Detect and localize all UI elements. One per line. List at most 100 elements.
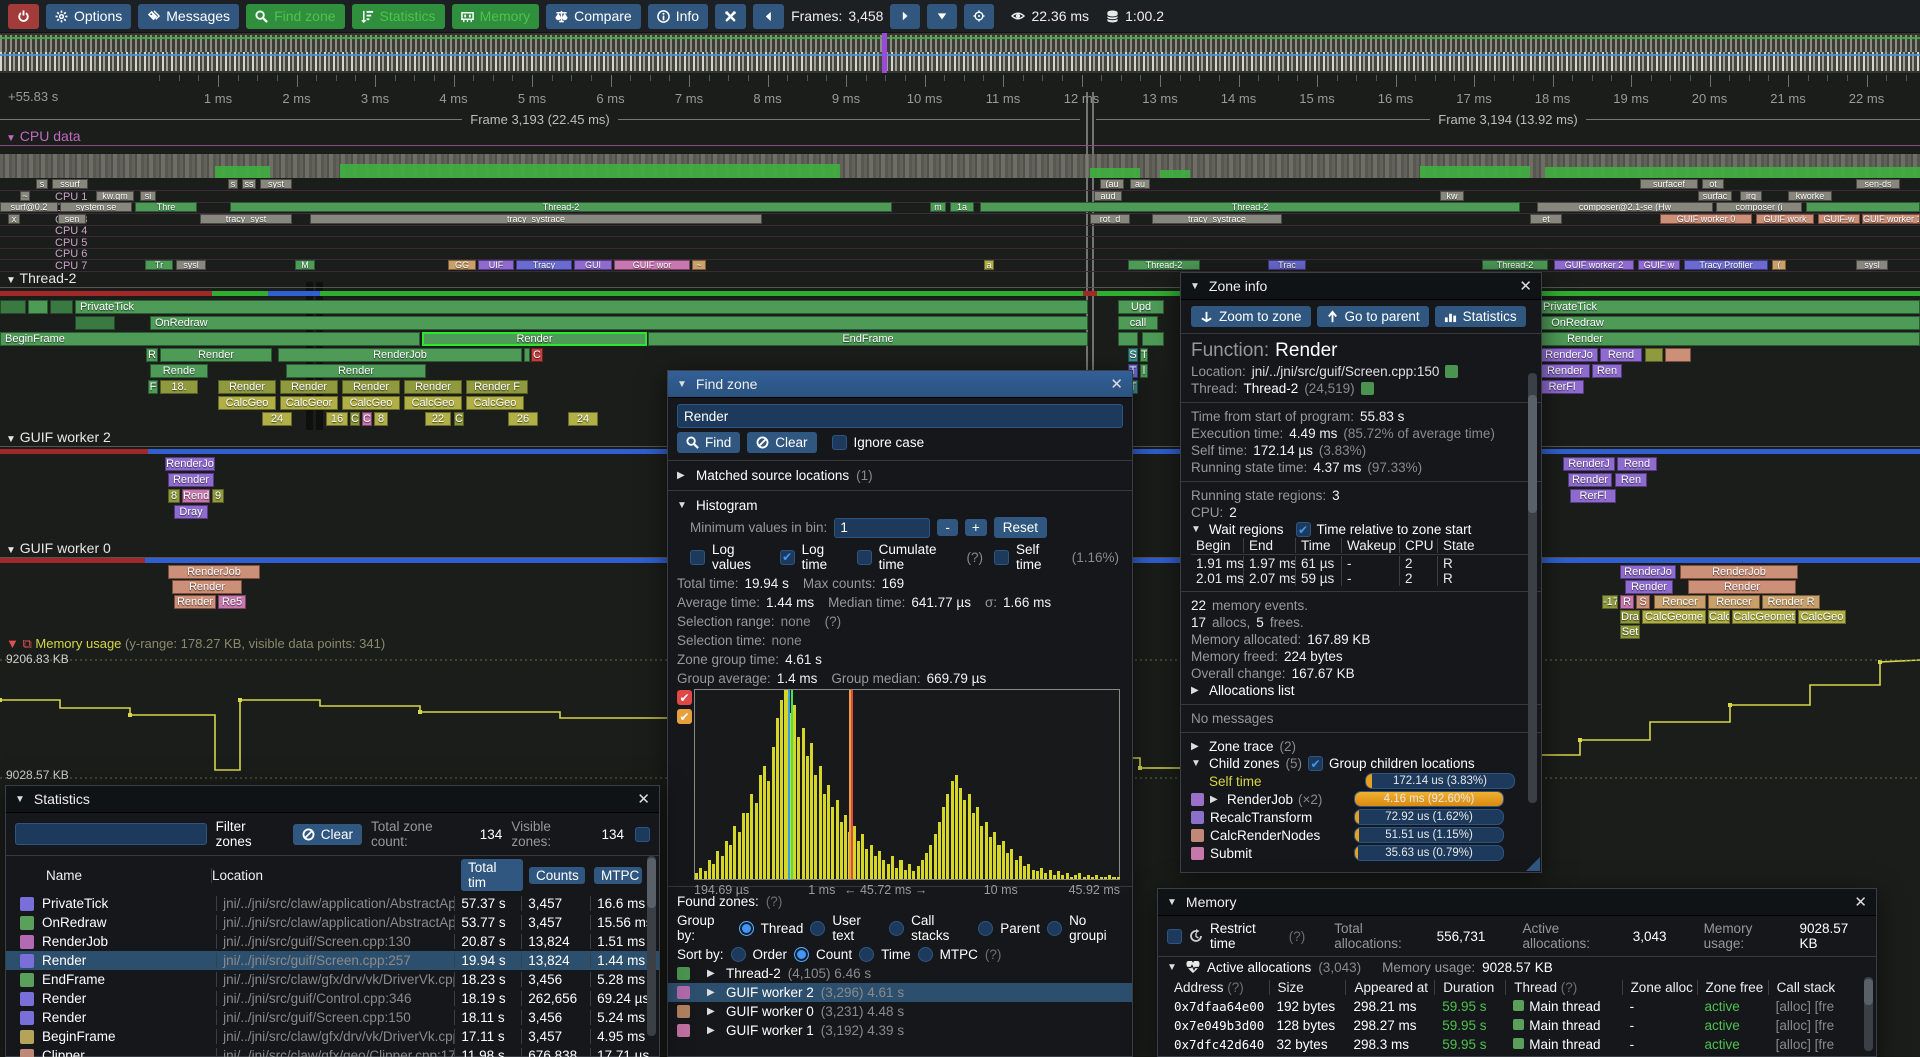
statistics-table-row[interactable]: RenderJob jni/../jni/src/guif/Screen.cpp:… [6,932,659,951]
zone-EndFrame[interactable]: EndFrame [648,332,1088,346]
group-by-call-stacks[interactable] [889,920,905,936]
zone-Render[interactable]: Render [404,380,462,394]
alloc-callstack-button[interactable]: [alloc] [1775,999,1811,1014]
power-button[interactable] [8,3,39,29]
statistics-button[interactable]: Statistics [1434,306,1526,327]
zone-unnamed[interactable] [1645,348,1663,362]
cpu-zone[interactable]: GUIF w [1638,259,1680,270]
zone-22[interactable]: 22 [425,412,451,426]
cpu-zone[interactable]: aud [1094,190,1122,201]
zone-8[interactable]: 8 [168,489,180,503]
cpu-zone[interactable]: Thread-2 [980,202,1520,212]
cpu-zone[interactable]: s [36,179,48,189]
cpu-zone[interactable]: Tr [145,259,173,270]
cpu-zone[interactable]: Thread-2 [1128,259,1200,270]
relative-time-checkbox[interactable]: ✔ [1295,522,1311,537]
partial-checkbox[interactable] [635,826,651,842]
child-zones-header[interactable]: ▼ Child zones (5) ✔ Group children locatio… [1191,756,1475,771]
cpu-zone[interactable]: irq [1740,190,1762,201]
mem-col-duration[interactable]: Duration [1434,980,1505,995]
zone-Render[interactable]: Render [218,380,276,394]
cpu-zone[interactable]: ~ [692,259,706,270]
clear-button[interactable]: Clear [747,432,817,453]
collapse-arrow-icon[interactable]: ▼ [1167,896,1177,908]
zone-Ren[interactable]: Ren [1592,364,1622,378]
cpu-zone[interactable]: tracy_syst [200,213,292,224]
zone-CalcGeo[interactable]: CalcGeo [466,396,524,410]
find-zone-titlebar[interactable]: ▼ Find zone ✕ [668,371,1132,398]
zone-RenderJo[interactable]: RenderJo [165,457,215,471]
zone-unnamed[interactable] [75,316,115,330]
group-by-user-text[interactable] [810,920,826,936]
cpu-zone[interactable]: Tracy [516,259,572,270]
collapse-arrow-icon[interactable]: ▼ [1190,280,1200,292]
group-by-thread[interactable] [738,920,754,936]
zone-BeginFrame[interactable]: BeginFrame [0,332,420,346]
zone-Upd[interactable]: Upd [1118,300,1164,314]
min-bin-decrease-button[interactable]: - [937,519,958,536]
child-zone-row[interactable]: CalcRenderNodes 51.51 us (1.15%) [1181,826,1541,844]
frame-label-left[interactable]: Frame 3,193 (22.45 ms) [0,111,1081,127]
zone-Rencer[interactable]: Rencer [1708,595,1760,609]
cpu-zone[interactable]: GUI [574,259,612,270]
zone-T[interactable]: T [1140,348,1148,362]
collapse-arrow-icon[interactable]: ▼ [6,636,19,651]
cpu-zone[interactable]: UIF [478,259,514,270]
cpu-zone[interactable]: kw [1440,190,1464,201]
zone-Render[interactable]: Render [280,380,338,394]
zone-CalcGeo[interactable]: CalcGeo [342,396,400,410]
zone-Render[interactable]: Render [168,473,214,487]
sort-by-order[interactable] [730,947,746,962]
arrow-right-button[interactable] [890,3,921,29]
restrict-time-checkbox[interactable] [1167,928,1182,944]
zone--17[interactable]: -17 [1602,595,1618,609]
info-button[interactable]: Info [647,3,709,29]
self-time-checkbox[interactable] [993,549,1009,565]
cpu-zone[interactable]: a [984,259,994,270]
zone-unnamed[interactable] [524,348,530,362]
find-button[interactable]: Find [677,432,741,453]
zone-26[interactable]: 26 [508,412,538,426]
zone-S[interactable]: S [1636,595,1650,609]
wait-col-begin[interactable]: Begin [1196,538,1231,553]
statistics-button[interactable]: Statistics [351,3,445,29]
zone-Render[interactable]: Render [1568,473,1612,487]
cpu-zone[interactable]: au [1130,179,1150,189]
zone-RenderJo[interactable]: RenderJo [1620,565,1676,579]
cpu-zone[interactable]: sen-ds [1856,179,1900,189]
free-callstack-button[interactable]: [fre [1814,999,1835,1014]
column-total-time[interactable]: Total tim [461,859,523,891]
zone-unnamed[interactable] [1665,348,1691,362]
zone-RenderJob[interactable]: RenderJob [168,565,260,579]
memory-allocation-row[interactable]: 0x7dfaa64e00 192 bytes 298.21 ms 59.95 s Mai… [1158,997,1876,1016]
zone-C[interactable]: C [362,412,372,426]
frame-overview-strip[interactable] [0,33,1920,73]
zone-Render[interactable]: Render [286,364,426,378]
find-zone-histogram[interactable] [694,689,1120,880]
cpu-zone[interactable]: si [140,190,156,201]
zone-info-titlebar[interactable]: ▼ Zone info ✕ [1181,273,1541,300]
options-button[interactable]: Options [46,3,132,29]
histogram-section-header[interactable]: ▼ Histogram [677,498,758,513]
reset-button[interactable]: Reset [993,517,1047,538]
zone-Render[interactable]: Render [160,348,272,362]
cpu-zone[interactable] [1806,202,1920,212]
cpu-zone[interactable]: et [1530,213,1562,224]
statistics-table-row[interactable]: Render jni/../jni/src/guif/Control.cpp:34… [6,989,659,1008]
arrow-left-button[interactable] [753,3,785,29]
compare-button[interactable]: Compare [546,3,641,29]
column-name[interactable]: Name [46,867,83,883]
wait-col-time[interactable]: Time [1295,538,1341,553]
zone-Render[interactable]: Render [342,380,400,394]
zone-S[interactable]: S [1128,348,1138,362]
expand-arrow-icon[interactable]: ▶ [707,1025,715,1036]
found-zone-group[interactable]: ▶ GUIF worker 2 (3,296) 4.61 s [668,983,1132,1002]
zone-C[interactable]: C [350,412,360,426]
log-time-checkbox[interactable]: ✔ [779,549,795,565]
cpu-zone[interactable]: GG [448,259,476,270]
average-time-toggle[interactable]: ✔ [677,690,692,705]
find-zone-button[interactable]: Find zone [246,3,345,29]
cpu-zone[interactable]: GUIF worker 2 [1554,259,1634,270]
zone-unnamed[interactable] [1118,332,1138,346]
column-mtpc[interactable]: MTPC [594,866,642,884]
